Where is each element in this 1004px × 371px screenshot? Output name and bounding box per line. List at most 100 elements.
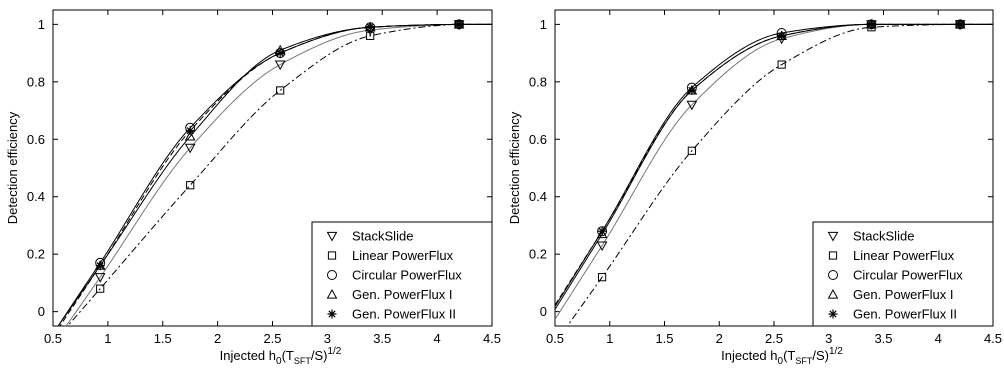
x-tick-label: 4.5 [984,331,1002,346]
series-line-5 [59,23,492,326]
legend-marker [828,270,838,280]
y-tick-label: 0.2 [529,247,547,262]
y-tick-label: 0.8 [27,74,45,89]
x-tick-label: 1 [104,331,111,346]
data-point-4 [184,130,196,141]
series-line-2 [67,23,492,326]
x-axis-label-part: SFT [795,356,813,366]
data-point-2 [366,31,375,40]
legend-marker [828,309,838,319]
legend-label: Gen. PowerFlux II [352,307,456,322]
data-point-2 [687,146,696,155]
series-line-5 [555,23,993,306]
star-stroke [186,127,194,135]
y-tick-label: 0.6 [529,132,547,147]
star-stroke [778,32,786,40]
x-tick-label: 4.5 [483,331,501,346]
star-stroke [688,86,696,95]
y-tick-label: 1 [540,17,547,32]
x-tick-label: 3.5 [373,331,391,346]
data-point-5 [687,85,697,95]
legend: StackSlide Linear PowerFlux Circular Power… [812,221,994,327]
star-stroke [867,20,876,28]
chart-panel-2: 0.5 1 1.5 2 2.5 3 3.5 4 4.5 0 0.2 0.4 0.6 0.8 1 Detecti… [507,9,1002,367]
x-tick-label: 1 [606,331,613,346]
data-point-5 [95,261,105,271]
data-point-5 [275,48,285,58]
x-tick-label: 4 [434,331,441,346]
data-point-5 [365,22,375,32]
y-tick-label: 0 [38,304,45,319]
series-line-1 [65,23,492,326]
legend-label: StackSlide [853,229,914,244]
data-point-2 [597,273,607,282]
data-point-2 [96,284,105,293]
legend-marker [327,251,337,260]
y-axis-label: Detection efficiency [507,111,522,224]
legend: StackSlide Linear PowerFlux Circular Power… [311,221,493,327]
data-point-1 [596,241,608,252]
y-tick-label: 0.4 [529,189,547,204]
x-axis-label-part: /S) [812,348,829,363]
x-tick-label: 3 [324,331,331,346]
legend-marker [828,251,838,260]
legend-marker [827,231,839,242]
data-point-5 [597,226,607,236]
x-tick-label: 0.5 [546,331,564,346]
legend-marker [327,309,337,319]
legend-box [311,221,493,327]
x-axis-label-part: 0 [778,356,784,367]
legend-label: Circular PowerFlux [853,268,963,283]
x-axis-label-part: SFT [294,356,312,366]
data-point-5 [185,126,195,136]
x-tick-label: 3.5 [874,331,892,346]
x-tick-label: 1.5 [154,331,172,346]
star-stroke [276,49,284,57]
x-axis-label-part: 1/2 [327,346,341,357]
legend-label: Linear PowerFlux [853,248,955,263]
star-stroke [366,23,374,31]
y-axis-label: Detection efficiency [5,111,20,224]
x-axis-label-part: 0 [276,356,282,367]
y-tick-label: 1 [38,17,45,32]
legend-label: StackSlide [352,229,413,244]
x-tick-label: 4 [935,331,942,346]
legend-label: Gen. PowerFlux II [853,307,957,322]
x-axis-label-part: (T [282,348,294,363]
y-tick-label: 0.2 [27,247,45,262]
x-axis-label-part: (T [783,348,795,363]
x-axis-label-part: 1/2 [829,346,843,357]
x-tick-label: 3 [825,331,832,346]
x-tick-label: 2.5 [263,331,281,346]
data-point-1 [274,60,286,71]
legend-marker [326,288,338,299]
y-tick-label: 0.4 [27,189,45,204]
x-tick-label: 2.5 [765,331,783,346]
chart-panel-1: 0.5 1 1.5 2 2.5 3 3.5 4 4.5 0 0.2 0.4 0.6 0.8 1 Detecti… [5,9,501,367]
data-point-1 [686,100,698,111]
x-axis-label-part: Injected h [721,348,777,363]
legend-marker [827,288,839,299]
star-stroke [956,20,964,28]
x-axis-label-part: Injected h [220,348,276,363]
x-axis-label-part: /S) [311,348,328,363]
data-point-5 [955,19,965,29]
x-tick-label: 2 [214,331,221,346]
data-point-2 [777,60,786,69]
data-point-1 [94,273,106,283]
x-tick-label: 2 [716,331,723,346]
y-tick-label: 0 [540,304,547,319]
legend-box [812,221,994,327]
legend-marker [327,270,337,280]
data-point-5 [454,19,464,29]
star-stroke [328,310,336,318]
x-tick-label: 0.5 [44,331,62,346]
x-axis-label: Injected h0(TSFT/S)1/2 [220,346,342,367]
data-point-5 [777,31,787,41]
data-point-2 [276,86,285,95]
x-tick-label: 1.5 [655,331,673,346]
y-tick-label: 0.8 [529,74,547,89]
star-stroke [598,227,606,235]
legend-marker [326,231,338,242]
